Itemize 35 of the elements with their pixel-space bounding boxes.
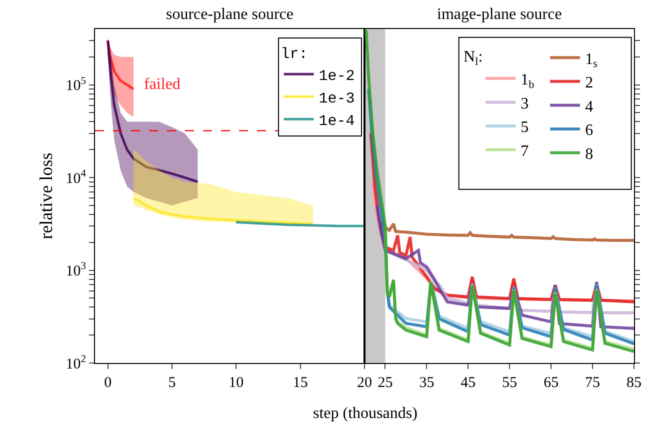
chart-title: image-plane source bbox=[437, 6, 562, 23]
y-tick-label: 10$^{2}$ bbox=[66, 354, 86, 372]
legend-label: 1e-2 bbox=[318, 68, 355, 85]
x-tick-label: 15 bbox=[292, 375, 308, 391]
legend-label: 6 bbox=[585, 122, 594, 140]
x-tick-label: 45 bbox=[460, 375, 476, 391]
legend-label: 1e-4 bbox=[318, 112, 355, 130]
x-tick-label: 35 bbox=[419, 375, 434, 391]
x-axis-title: step (thousands) bbox=[313, 405, 418, 422]
x-tick-label: 25 bbox=[378, 375, 393, 391]
annotation: failed bbox=[144, 76, 180, 93]
x-tick-label: 65 bbox=[544, 375, 559, 391]
x-tick-label: 20 bbox=[357, 375, 372, 391]
x-tick-label: 75 bbox=[585, 375, 600, 391]
y-axis-title: relative loss bbox=[36, 152, 56, 240]
x-tick-label: 10 bbox=[228, 375, 244, 391]
legend-title: N$_{l}$: bbox=[464, 48, 483, 68]
x-tick-label: 0 bbox=[104, 375, 112, 391]
legend-label: 5 bbox=[520, 119, 529, 136]
legend-label: 2 bbox=[585, 74, 594, 92]
chart-title: source-plane source bbox=[166, 6, 294, 23]
legend-title: lr: bbox=[280, 46, 308, 63]
legend-label: 4 bbox=[585, 98, 594, 116]
x-tick-label: 85 bbox=[626, 375, 642, 391]
y-tick-label: 10$^{4}$ bbox=[66, 168, 87, 187]
y-tick-label: 10$^{5}$ bbox=[66, 76, 86, 94]
legend-label: 1$_{b}$ bbox=[520, 72, 535, 91]
legend-label: 1$_{s}$ bbox=[585, 50, 598, 70]
y-tick-label: 10$^{3}$ bbox=[66, 261, 86, 280]
legend-label: 1e-3 bbox=[318, 90, 355, 108]
x-tick-label: 5 bbox=[168, 375, 176, 391]
legend-label: 8 bbox=[585, 146, 594, 164]
x-tick-label: 55 bbox=[502, 375, 518, 391]
legend-label: 3 bbox=[520, 95, 529, 112]
legend-label: 7 bbox=[520, 143, 529, 160]
